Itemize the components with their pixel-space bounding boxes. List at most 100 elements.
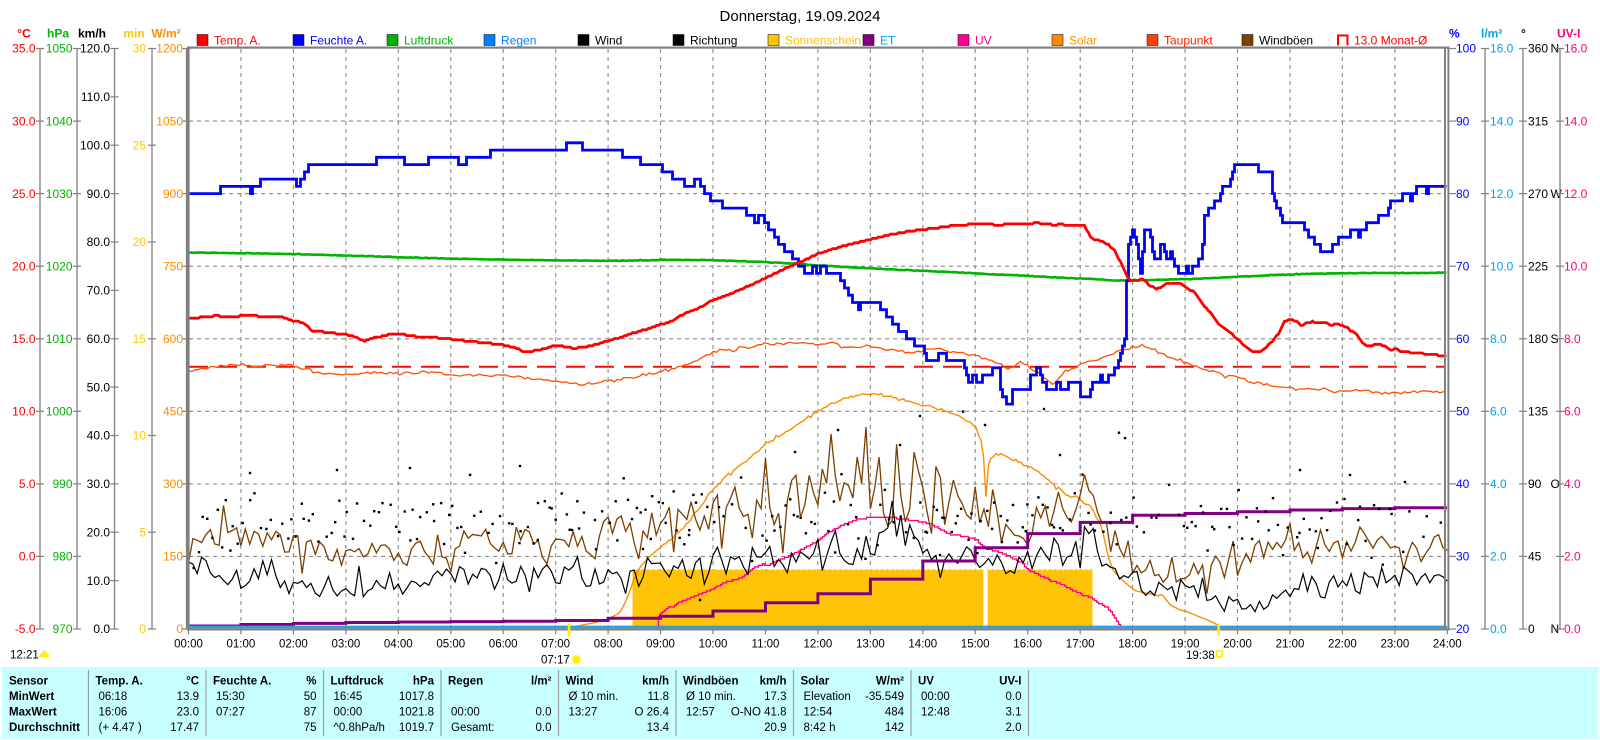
svg-text:5.0: 5.0 — [19, 477, 36, 491]
svg-text:06:18: 06:18 — [99, 691, 128, 703]
svg-text:Solar: Solar — [801, 676, 830, 688]
svg-text:15:00: 15:00 — [961, 639, 990, 651]
svg-text:1000: 1000 — [46, 405, 73, 419]
svg-text:Temp. A.: Temp. A. — [214, 34, 261, 48]
svg-text:08:00: 08:00 — [594, 639, 623, 651]
svg-text:0.0: 0.0 — [536, 707, 552, 719]
svg-text:300: 300 — [163, 477, 183, 491]
svg-text:14.0: 14.0 — [1490, 114, 1514, 128]
svg-text:60.0: 60.0 — [87, 332, 111, 346]
svg-text:13:00: 13:00 — [856, 639, 885, 651]
svg-text:60: 60 — [1456, 332, 1470, 346]
svg-text:120.0: 120.0 — [80, 42, 110, 56]
svg-text:Elevation: Elevation — [804, 691, 851, 703]
svg-text:900: 900 — [163, 187, 183, 201]
svg-text:90.0: 90.0 — [87, 187, 111, 201]
svg-text:Windböen: Windböen — [683, 676, 738, 688]
svg-text:30: 30 — [1456, 550, 1470, 564]
svg-text:360: 360 — [1528, 42, 1548, 56]
svg-text:ET: ET — [880, 34, 896, 48]
svg-text:20.0: 20.0 — [12, 259, 36, 273]
svg-text:87: 87 — [304, 707, 317, 719]
svg-text:00:00: 00:00 — [174, 639, 203, 651]
svg-text:17.47: 17.47 — [170, 722, 199, 734]
svg-text:20: 20 — [1456, 622, 1470, 636]
svg-text:50.0: 50.0 — [87, 380, 111, 394]
svg-text:Wind: Wind — [566, 676, 594, 688]
svg-text:UV: UV — [975, 34, 992, 48]
svg-text:315: 315 — [1528, 114, 1548, 128]
svg-text:970: 970 — [52, 622, 72, 636]
svg-text:12.0: 12.0 — [1564, 187, 1588, 201]
svg-text:1040: 1040 — [46, 114, 73, 128]
svg-text:22:00: 22:00 — [1328, 639, 1357, 651]
svg-text:Taupunkt: Taupunkt — [1164, 34, 1213, 48]
svg-text:O-NO 41.8: O-NO 41.8 — [731, 707, 787, 719]
svg-text:0: 0 — [139, 622, 146, 636]
svg-text:14:00: 14:00 — [908, 639, 937, 651]
svg-text:20.9: 20.9 — [764, 722, 786, 734]
svg-text:06:00: 06:00 — [489, 639, 518, 651]
svg-text:07:17: 07:17 — [541, 655, 570, 667]
svg-text:21:00: 21:00 — [1276, 639, 1305, 651]
svg-text:(+ 4.47 ): (+ 4.47 ) — [99, 722, 142, 734]
svg-text:50: 50 — [1456, 405, 1470, 419]
svg-text:Sensor: Sensor — [9, 676, 49, 688]
svg-text:80: 80 — [1456, 187, 1470, 201]
svg-text:-35.549: -35.549 — [865, 691, 904, 703]
svg-text:110.0: 110.0 — [81, 90, 110, 104]
svg-text:15: 15 — [133, 332, 147, 346]
svg-text:1200: 1200 — [156, 42, 183, 56]
svg-text:12:54: 12:54 — [804, 707, 833, 719]
svg-text:Luftdruck: Luftdruck — [331, 676, 385, 688]
svg-text:Ø 10 min.: Ø 10 min. — [569, 691, 619, 703]
svg-text:00:00: 00:00 — [451, 707, 480, 719]
svg-text:17.3: 17.3 — [764, 691, 786, 703]
svg-text:13:27: 13:27 — [569, 707, 598, 719]
svg-text:1030: 1030 — [46, 187, 73, 201]
svg-text:600: 600 — [163, 332, 183, 346]
svg-text:15.0: 15.0 — [12, 332, 36, 346]
svg-text:6.0: 6.0 — [1564, 405, 1581, 419]
svg-text:07:00: 07:00 — [541, 639, 570, 651]
svg-text:11:00: 11:00 — [752, 639, 780, 651]
svg-text:MinWert: MinWert — [9, 691, 54, 703]
svg-text:Durchschnitt: Durchschnitt — [9, 722, 80, 734]
svg-text:23:00: 23:00 — [1381, 639, 1410, 651]
svg-text:40.0: 40.0 — [87, 429, 111, 443]
svg-text:1050: 1050 — [156, 114, 183, 128]
svg-text:2.0: 2.0 — [1564, 550, 1581, 564]
svg-text:0: 0 — [176, 622, 183, 636]
svg-text:30.0: 30.0 — [87, 477, 111, 491]
svg-text:484: 484 — [885, 707, 905, 719]
svg-text:450: 450 — [163, 405, 183, 419]
svg-text:10.0: 10.0 — [1490, 259, 1514, 273]
svg-text:N: N — [1551, 622, 1560, 636]
svg-text:10: 10 — [133, 429, 147, 443]
svg-text:16:00: 16:00 — [1013, 639, 1042, 651]
svg-text:2.0: 2.0 — [1006, 722, 1022, 734]
svg-text:09:00: 09:00 — [646, 639, 675, 651]
svg-text:04:00: 04:00 — [384, 639, 413, 651]
svg-text:40: 40 — [1456, 477, 1470, 491]
svg-text:5: 5 — [139, 526, 146, 540]
svg-text:14.0: 14.0 — [1564, 114, 1588, 128]
svg-text:16.0: 16.0 — [1564, 42, 1588, 56]
svg-text:24:00: 24:00 — [1433, 639, 1462, 651]
svg-text:0.0: 0.0 — [93, 622, 110, 636]
svg-text:Donnerstag, 19.09.2024: Donnerstag, 19.09.2024 — [720, 8, 881, 25]
svg-text:07:27: 07:27 — [216, 707, 245, 719]
svg-text:75: 75 — [304, 722, 317, 734]
svg-text:13.9: 13.9 — [177, 691, 199, 703]
svg-text:UV-I: UV-I — [1557, 27, 1580, 41]
svg-text:18:00: 18:00 — [1118, 639, 1147, 651]
svg-text:30: 30 — [133, 42, 147, 56]
svg-text:20.0: 20.0 — [87, 526, 111, 540]
svg-text:980: 980 — [52, 550, 72, 564]
svg-text:Feuchte A.: Feuchte A. — [213, 676, 271, 688]
svg-text:20:00: 20:00 — [1223, 639, 1252, 651]
svg-text:19:38: 19:38 — [1186, 650, 1215, 662]
svg-text:80.0: 80.0 — [87, 235, 111, 249]
svg-text:min: min — [123, 27, 144, 41]
svg-text:00:00: 00:00 — [921, 691, 950, 703]
